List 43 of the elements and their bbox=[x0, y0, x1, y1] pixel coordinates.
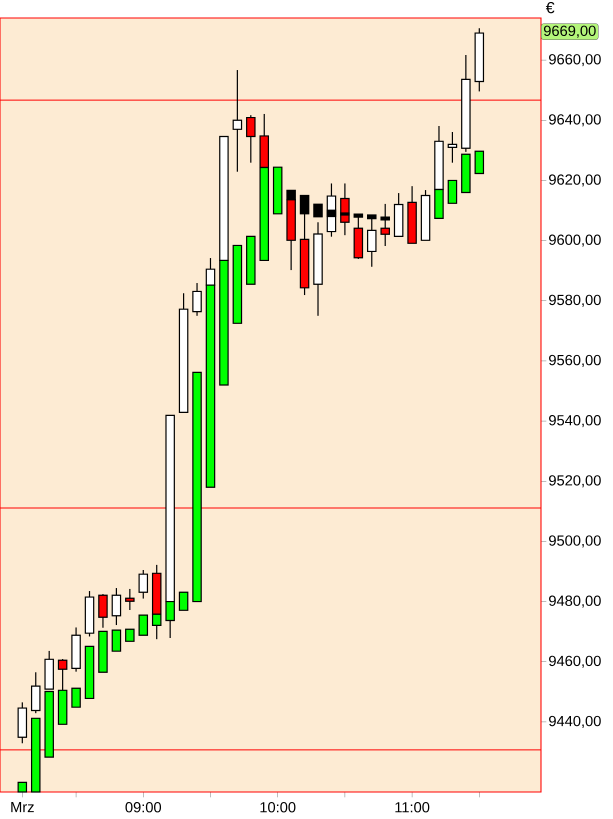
candlestick bbox=[98, 593, 108, 628]
candlestick bbox=[138, 569, 148, 600]
candlestick bbox=[246, 114, 256, 164]
y-tick-label: 9620,00 bbox=[549, 174, 601, 187]
y-tick-label: 9640,00 bbox=[549, 114, 601, 126]
bar bbox=[30, 718, 41, 793]
bar bbox=[178, 592, 188, 611]
candlestick bbox=[112, 587, 122, 626]
y-tick-label: 9560,00 bbox=[549, 354, 601, 367]
candlestick bbox=[192, 282, 202, 316]
y-tick-label: 9480,00 bbox=[549, 596, 601, 608]
bar bbox=[125, 628, 135, 642]
candlestick bbox=[380, 203, 390, 247]
x-tick-label: Mrz bbox=[11, 802, 34, 812]
y-tick-label: 9520,00 bbox=[549, 475, 601, 488]
bar bbox=[448, 180, 458, 204]
bar bbox=[246, 236, 256, 285]
y-axis-title: € bbox=[546, 2, 554, 14]
bar bbox=[192, 372, 202, 602]
y-tick-label: 9460,00 bbox=[549, 656, 601, 668]
x-tick-label: 11:00 bbox=[395, 802, 430, 812]
bar bbox=[98, 630, 108, 673]
y-tick-label: 9500,00 bbox=[549, 535, 601, 548]
bar bbox=[313, 204, 323, 218]
bar bbox=[84, 646, 94, 700]
bar bbox=[272, 166, 282, 214]
y-tick-label: 9600,00 bbox=[549, 234, 601, 247]
bar bbox=[71, 688, 81, 708]
x-tick-label: 09:00 bbox=[125, 802, 162, 812]
y-tick-label: 9580,00 bbox=[549, 294, 601, 307]
candlestick bbox=[448, 131, 458, 164]
x-tick-label: 10:00 bbox=[260, 802, 296, 812]
candlestick bbox=[340, 182, 350, 236]
y-tick-label: 9540,00 bbox=[549, 415, 601, 428]
bar bbox=[138, 614, 148, 636]
y-tick-label: 9440,00 bbox=[549, 716, 601, 728]
bar bbox=[474, 150, 484, 174]
text: 9669,00 bbox=[544, 26, 596, 38]
candlestick bbox=[125, 588, 135, 611]
bar bbox=[232, 244, 242, 324]
y-tick-label: 9660,00 bbox=[549, 54, 601, 66]
candlestick bbox=[232, 69, 242, 172]
bar bbox=[112, 630, 122, 652]
